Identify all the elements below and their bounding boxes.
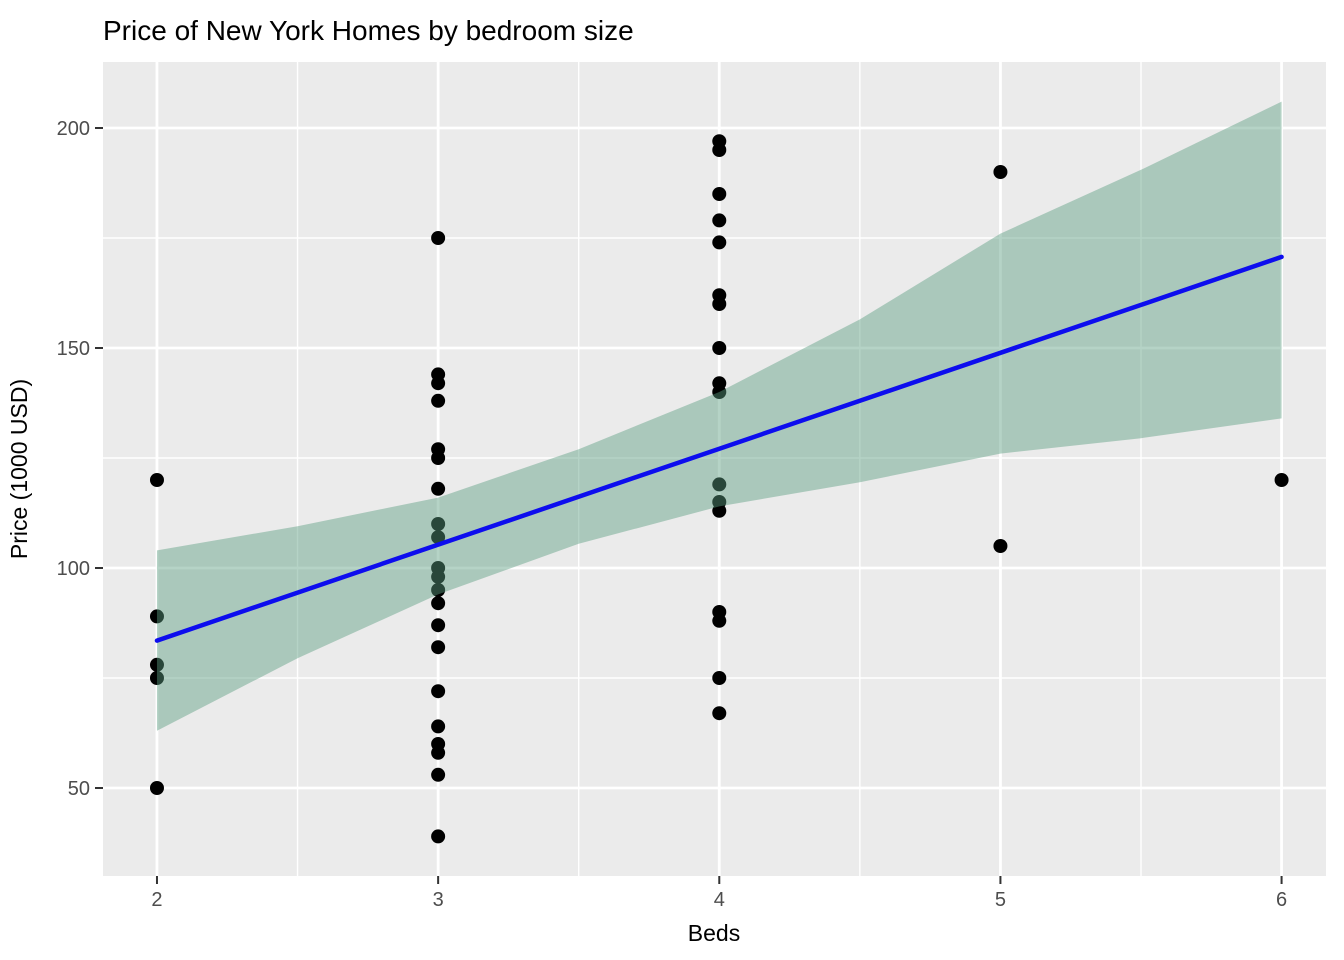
y-tick-label: 150 <box>57 338 90 360</box>
data-point <box>431 376 446 391</box>
x-axis-title: Beds <box>688 920 740 946</box>
data-point <box>149 609 164 624</box>
y-tick-label: 50 <box>68 778 90 800</box>
x-tick-label: 2 <box>151 889 162 911</box>
x-tick-label: 4 <box>714 889 725 911</box>
data-point <box>431 596 446 611</box>
data-point <box>712 503 727 518</box>
data-point <box>431 829 446 844</box>
data-point <box>431 618 446 633</box>
data-point <box>431 583 446 597</box>
data-point <box>712 143 727 157</box>
data-point <box>431 719 446 734</box>
data-point <box>1274 473 1289 487</box>
data-point <box>149 781 164 795</box>
data-point <box>712 187 727 201</box>
data-point <box>712 341 727 355</box>
data-point <box>431 767 446 782</box>
data-point <box>431 684 446 699</box>
confidence-band <box>156 101 1282 731</box>
data-point <box>431 745 446 760</box>
y-tick-label: 200 <box>57 118 90 140</box>
y-axis-title: Price (1000 USD) <box>6 379 32 559</box>
plot-layers: 2 3 4 5 6 50 100 150 200 <box>57 62 1326 911</box>
data-point <box>431 640 446 655</box>
data-point <box>993 165 1008 179</box>
data-point <box>431 393 446 408</box>
data-point <box>712 477 727 492</box>
regression-line <box>154 254 1284 643</box>
data-point <box>712 671 727 685</box>
data-point <box>712 385 727 399</box>
data-point <box>712 297 727 311</box>
chart-title: Price of New York Homes by bedroom size <box>103 15 634 46</box>
data-point <box>431 569 446 584</box>
data-point <box>431 231 446 245</box>
data-point <box>149 671 164 685</box>
data-point <box>712 706 727 721</box>
data-point <box>149 473 164 487</box>
data-point <box>431 481 446 496</box>
data-point <box>149 657 164 672</box>
x-tick-label: 6 <box>1276 889 1287 911</box>
data-point <box>712 213 727 228</box>
data-point <box>431 530 446 545</box>
y-tick-label: 100 <box>57 558 90 580</box>
data-point <box>431 517 446 531</box>
data-point <box>712 235 727 250</box>
x-tick-label: 3 <box>433 889 444 911</box>
x-tick-label: 5 <box>995 889 1006 911</box>
data-point <box>993 539 1008 553</box>
data-point <box>431 451 446 465</box>
data-point <box>712 613 727 628</box>
